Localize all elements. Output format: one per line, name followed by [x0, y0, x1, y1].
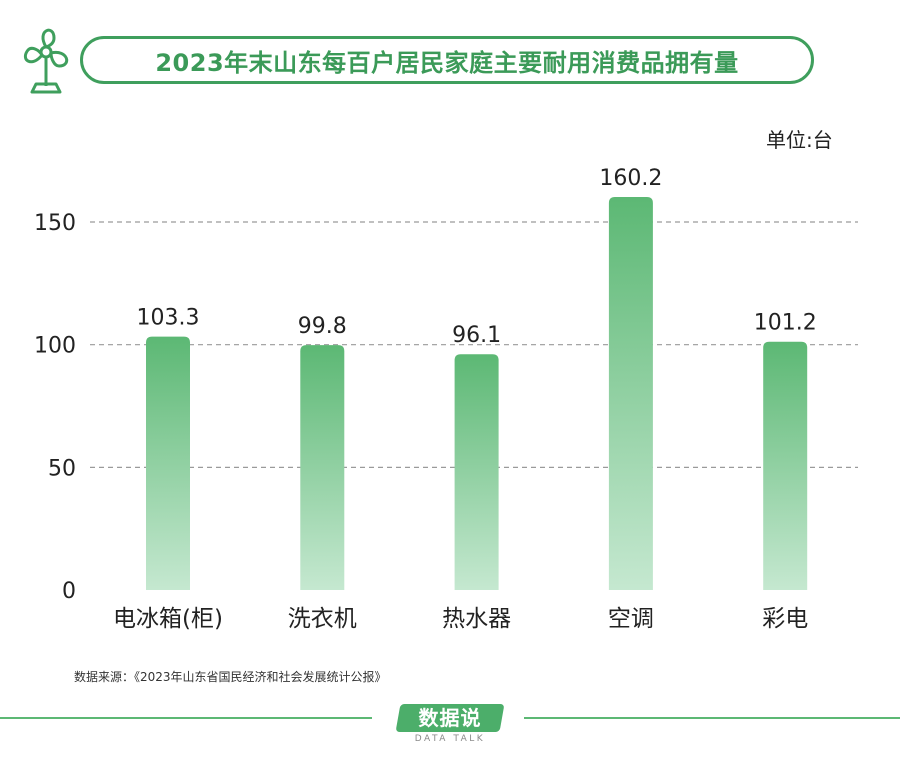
bar	[146, 336, 190, 590]
y-tick-label: 150	[34, 211, 76, 236]
value-label: 96.1	[452, 323, 501, 348]
unit-label: 单位:台	[766, 128, 833, 152]
value-label: 103.3	[137, 306, 200, 331]
value-label: 99.8	[298, 314, 347, 339]
chart-header: 2023年末山东每百户居民家庭主要耐用消费品拥有量	[14, 22, 824, 98]
x-tick-label: 热水器	[442, 606, 511, 632]
y-tick-label: 0	[62, 579, 76, 604]
footer-divider-right	[524, 717, 900, 719]
brand-subtitle: DATA TALK	[414, 734, 486, 744]
brand-logo: 数据说 DATA TALK	[394, 700, 514, 750]
bar	[454, 354, 499, 590]
y-tick-label: 100	[34, 334, 76, 359]
fan-icon	[23, 28, 69, 94]
bar	[608, 197, 653, 590]
value-label: 101.2	[754, 311, 817, 336]
x-tick-label: 彩电	[762, 606, 808, 632]
brand-name: 数据说	[418, 706, 482, 730]
x-tick-label: 空调	[608, 606, 654, 632]
data-source: 数据来源：《2023年山东省国民经济和社会发展统计公报》	[74, 670, 387, 684]
x-tick-label: 电冰箱(柜)	[113, 606, 223, 632]
x-tick-label: 洗衣机	[288, 606, 357, 632]
bar	[763, 341, 808, 590]
bar	[300, 345, 345, 590]
title-box: 2023年末山东每百户居民家庭主要耐用消费品拥有量	[80, 36, 814, 84]
value-label: 160.2	[599, 166, 662, 191]
chart-title: 2023年末山东每百户居民家庭主要耐用消费品拥有量	[155, 48, 739, 77]
y-tick-label: 50	[48, 456, 76, 481]
footer-divider-left	[0, 717, 372, 719]
